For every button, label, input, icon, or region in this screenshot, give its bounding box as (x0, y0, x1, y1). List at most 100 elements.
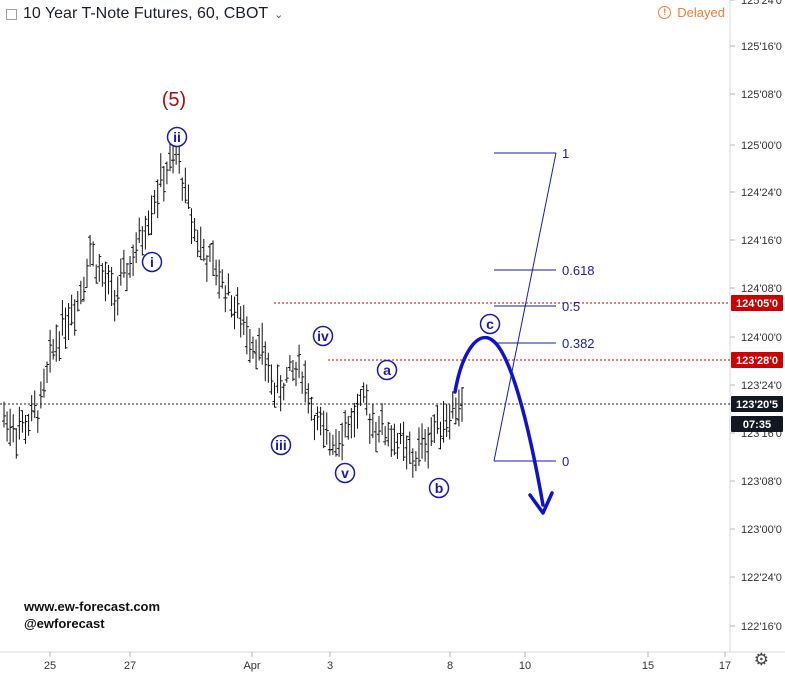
price-bar (155, 179, 160, 219)
price-bar (435, 405, 440, 434)
price-bar (447, 404, 452, 440)
price-bar (232, 296, 237, 330)
price-bar (88, 234, 93, 267)
price-tick-label: 123'00'0 (741, 524, 782, 536)
price-bar (229, 295, 234, 318)
price-bar (198, 226, 203, 261)
price-bar (161, 165, 166, 202)
svg-text:i: i (150, 254, 154, 270)
price-bar (380, 403, 385, 435)
price-bar (66, 303, 71, 341)
collapse-icon[interactable] (6, 8, 17, 20)
price-tick-label: 124'00'0 (741, 332, 782, 344)
price-bar (131, 244, 136, 276)
delayed-badge: ! Delayed (658, 5, 725, 20)
price-bar (401, 421, 406, 461)
price-bar (244, 316, 249, 355)
price-bar (257, 327, 262, 361)
price-bar (444, 403, 449, 438)
price-bar (389, 425, 394, 457)
svg-text:v: v (341, 465, 349, 481)
price-bar (134, 232, 139, 264)
price-bar (318, 406, 323, 436)
price-bar (266, 352, 271, 383)
projection-arrow (453, 335, 554, 515)
delayed-label: Delayed (677, 5, 725, 20)
price-bar (429, 417, 434, 447)
price-bar (260, 322, 265, 365)
time-tick-label: 10 (519, 660, 531, 672)
price-bar (416, 427, 421, 466)
price-bar (128, 256, 133, 278)
price-bar (358, 389, 363, 407)
price-bar (26, 413, 31, 436)
price-bar (278, 375, 283, 412)
price-bar (137, 217, 142, 244)
handle-watermark: @ewforecast (24, 616, 105, 631)
price-bar (404, 435, 409, 470)
wave-label-v: v (334, 462, 356, 484)
price-bar (100, 263, 105, 287)
time-axis[interactable]: 25 27 Apr 3 8 10 15 17 (44, 652, 731, 672)
wave-label-c: c (479, 313, 501, 335)
price-bar (275, 364, 280, 394)
price-bar (106, 264, 111, 295)
price-bar (333, 429, 338, 457)
wave-label-i: i (141, 251, 163, 273)
price-bar (287, 355, 292, 372)
price-bar (20, 410, 25, 433)
chevron-down-icon[interactable]: ⌄ (274, 8, 284, 21)
wave-label-iii: iii (270, 434, 292, 456)
price-bar (149, 195, 154, 236)
svg-text:123'20'5: 123'20'5 (736, 399, 778, 411)
price-bar (223, 285, 228, 313)
price-bar (48, 329, 53, 373)
gear-icon[interactable]: ⚙ (753, 650, 769, 669)
price-bar (2, 401, 6, 428)
price-bar (361, 382, 366, 403)
price-bar (297, 344, 302, 379)
price-bar (211, 240, 216, 277)
price-bar (72, 299, 77, 336)
price-bars (2, 133, 464, 478)
price-bar (143, 215, 148, 250)
price-bar (309, 396, 314, 421)
price-tick-label: 124'24'0 (741, 187, 782, 199)
price-bar (121, 249, 126, 278)
website-watermark: www.ew-forecast.com (24, 599, 161, 614)
price-bar (426, 427, 431, 469)
svg-text:123'28'0: 123'28'0 (736, 355, 778, 367)
price-bar (8, 408, 13, 447)
price-bar (327, 432, 332, 456)
svg-text:iii: iii (275, 437, 287, 453)
price-bar (78, 280, 83, 305)
price-tick-label: 125'08'0 (741, 89, 782, 101)
fib-level-label: 0.618 (562, 263, 595, 278)
price-bar (146, 210, 151, 236)
price-bar (343, 410, 348, 438)
price-bar (453, 397, 458, 425)
time-tick-label: 3 (327, 660, 333, 672)
wave-label-b: b (428, 477, 450, 499)
chart-title-bar[interactable]: 10 Year T-Note Futures, 60, CBOT ⌄ (6, 4, 283, 24)
price-bar (238, 306, 243, 338)
price-bar (177, 142, 182, 174)
price-tick-label: 124'08'0 (741, 283, 782, 295)
price-bar (247, 328, 252, 363)
price-axis[interactable]: 125'24'0 125'16'0 125'08'0 125'00'0 124'24'0… (730, 0, 782, 633)
price-bar (346, 415, 351, 440)
price-bar (407, 431, 412, 464)
price-bar (112, 289, 117, 322)
time-tick-label: 15 (642, 660, 654, 672)
price-tag: 124'05'0 (731, 295, 783, 311)
wave-label-a: a (376, 359, 398, 381)
price-bar (386, 421, 391, 447)
price-bar (17, 406, 22, 440)
price-bar (180, 177, 185, 201)
chart-title: 10 Year T-Note Futures, 60, CBOT (23, 5, 269, 22)
price-bar (241, 304, 246, 336)
price-bar (370, 404, 375, 439)
price-bar (23, 414, 28, 444)
svg-text:iv: iv (317, 328, 329, 344)
